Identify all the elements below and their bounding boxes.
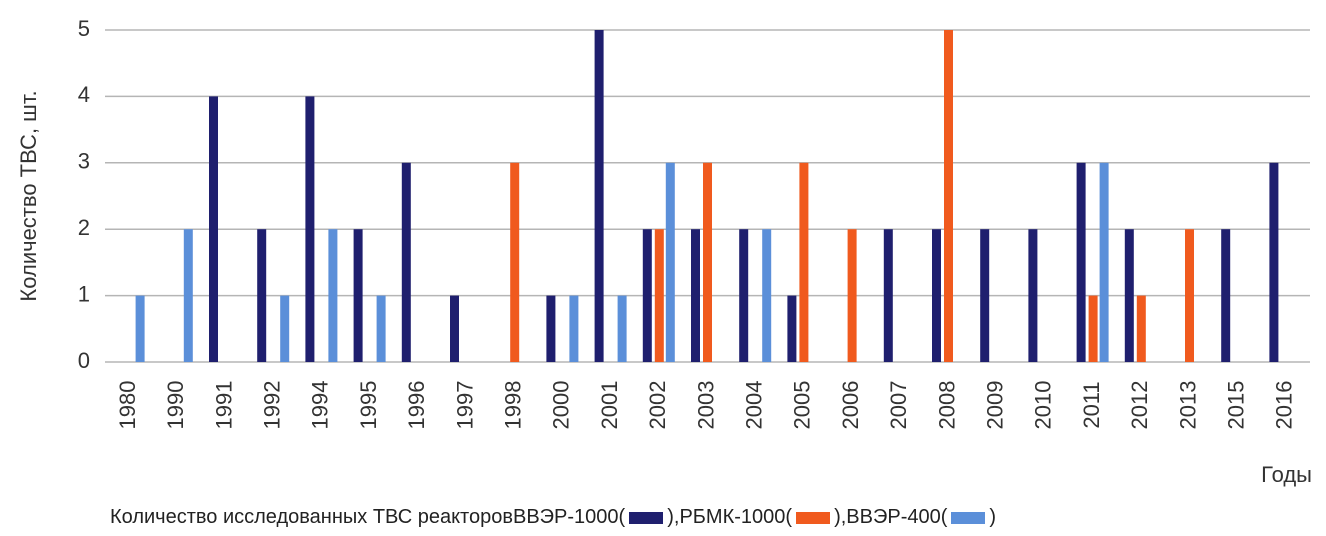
x-tick-label: 2013 (1175, 381, 1200, 430)
bar (762, 229, 772, 362)
legend-paren: ) (667, 506, 674, 528)
bar (691, 229, 700, 362)
bar (569, 295, 579, 362)
bar (883, 229, 893, 362)
x-tick-label: 2012 (1127, 381, 1152, 430)
x-tick-label: 1997 (452, 381, 477, 430)
x-axis-label: Годы (1261, 462, 1312, 487)
x-tick-label: 2008 (934, 381, 959, 430)
x-tick-label: 1998 (501, 381, 526, 430)
x-tick-label: 2001 (597, 381, 622, 430)
bar (353, 229, 363, 362)
y-tick-label: 0 (78, 348, 90, 373)
bar (1088, 295, 1098, 362)
legend-paren: ( (785, 506, 793, 528)
x-tick-label: 1991 (211, 381, 236, 430)
bar (1269, 162, 1279, 362)
bar (280, 295, 290, 362)
bar (1099, 162, 1109, 362)
bar (642, 229, 652, 362)
bar (135, 295, 145, 362)
legend-paren: ) (989, 506, 997, 528)
legend-swatch (951, 511, 986, 524)
x-tick-label: 2002 (645, 381, 670, 430)
bar (376, 295, 386, 362)
bar (510, 162, 520, 362)
x-tick-label: 1995 (356, 381, 381, 430)
legend-swatch (629, 511, 664, 524)
x-tick-label: 1980 (115, 381, 140, 430)
x-tick-label: 2010 (1031, 381, 1056, 430)
x-tick-label: 1996 (404, 381, 429, 430)
bar (944, 30, 953, 362)
bar (1076, 162, 1086, 362)
bar (1136, 295, 1146, 362)
bar (594, 30, 604, 362)
bar (183, 229, 193, 362)
x-tick-label: 2009 (983, 381, 1008, 430)
bar (932, 229, 941, 362)
legend-paren: ( (940, 506, 948, 528)
bar (257, 229, 267, 362)
legend-prefix: Количество исследованных ТВС реакторов (110, 506, 513, 528)
bar (1028, 229, 1038, 362)
bar (1124, 229, 1134, 362)
legend-separator: , (840, 506, 847, 528)
x-tick-label: 1990 (163, 381, 188, 430)
x-tick-label: 2003 (693, 381, 718, 430)
bar (328, 229, 338, 362)
x-tick-label: 2011 (1079, 381, 1104, 428)
legend-label: ВВЭР-400 (846, 506, 941, 528)
x-tick-label: 2007 (886, 381, 911, 430)
y-tick-label: 4 (78, 82, 90, 107)
y-tick-label: 2 (78, 215, 90, 240)
bar (450, 295, 459, 362)
bar (847, 229, 857, 362)
bar (739, 229, 749, 362)
x-tick-label: 2016 (1272, 381, 1297, 430)
x-tick-label: 1994 (308, 381, 333, 430)
legend: Количество исследованных ТВС реакторов В… (110, 506, 996, 529)
x-tick-label: 2005 (790, 381, 815, 430)
bar (209, 96, 218, 363)
x-tick-label: 2004 (742, 381, 767, 430)
bar (401, 162, 411, 362)
legend-separator: , (673, 506, 680, 528)
y-tick-label: 5 (78, 16, 90, 41)
legend-paren: ) (834, 506, 841, 528)
bar (617, 295, 627, 362)
y-axis-label: Количество ТВС, шт. (16, 90, 41, 301)
bar (703, 162, 712, 362)
legend-paren: ( (618, 506, 626, 528)
bar (305, 96, 315, 363)
legend-swatch (796, 511, 831, 524)
bar (654, 229, 664, 362)
bar (1221, 229, 1231, 362)
bar (799, 162, 809, 362)
legend-label: ВВЭР-1000 (513, 506, 619, 528)
y-tick-label: 1 (78, 281, 90, 306)
x-tick-label: 2015 (1224, 381, 1249, 430)
bar (546, 295, 556, 362)
chart: Количество ТВС, шт. Годы 0 1 2 3 4 5 1980 1990 1… (16, 16, 1312, 487)
bar (787, 295, 797, 362)
bar (1185, 229, 1194, 362)
x-tick-label: 1992 (260, 381, 285, 430)
y-tick-label: 3 (78, 149, 90, 174)
legend-label: РБМК-1000 (679, 506, 786, 528)
bar (665, 162, 675, 362)
bar (980, 229, 990, 362)
x-tick-label: 2006 (838, 381, 863, 430)
x-tick-label: 2000 (549, 381, 574, 430)
